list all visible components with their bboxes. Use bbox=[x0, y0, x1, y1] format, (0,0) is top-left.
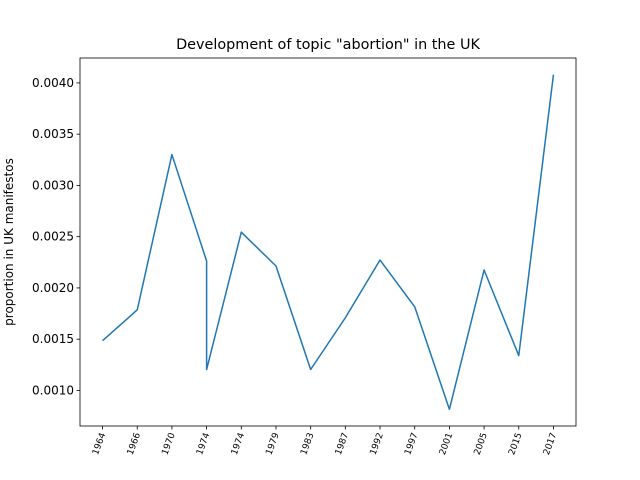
y-tick-label: 0.0030 bbox=[32, 178, 74, 192]
y-tick-label: 0.0010 bbox=[32, 383, 74, 397]
y-tick-label: 0.0035 bbox=[32, 127, 74, 141]
y-tick-label: 0.0020 bbox=[32, 281, 74, 295]
y-tick-label: 0.0015 bbox=[32, 332, 74, 346]
plot-frame bbox=[79, 57, 577, 427]
y-tick-label: 0.0040 bbox=[32, 76, 74, 90]
chart-title: Development of topic "abortion" in the U… bbox=[176, 37, 480, 53]
y-tick-label: 0.0025 bbox=[32, 230, 74, 244]
y-axis-label: proportion in UK manifestos bbox=[2, 158, 16, 326]
line bbox=[102, 74, 555, 411]
